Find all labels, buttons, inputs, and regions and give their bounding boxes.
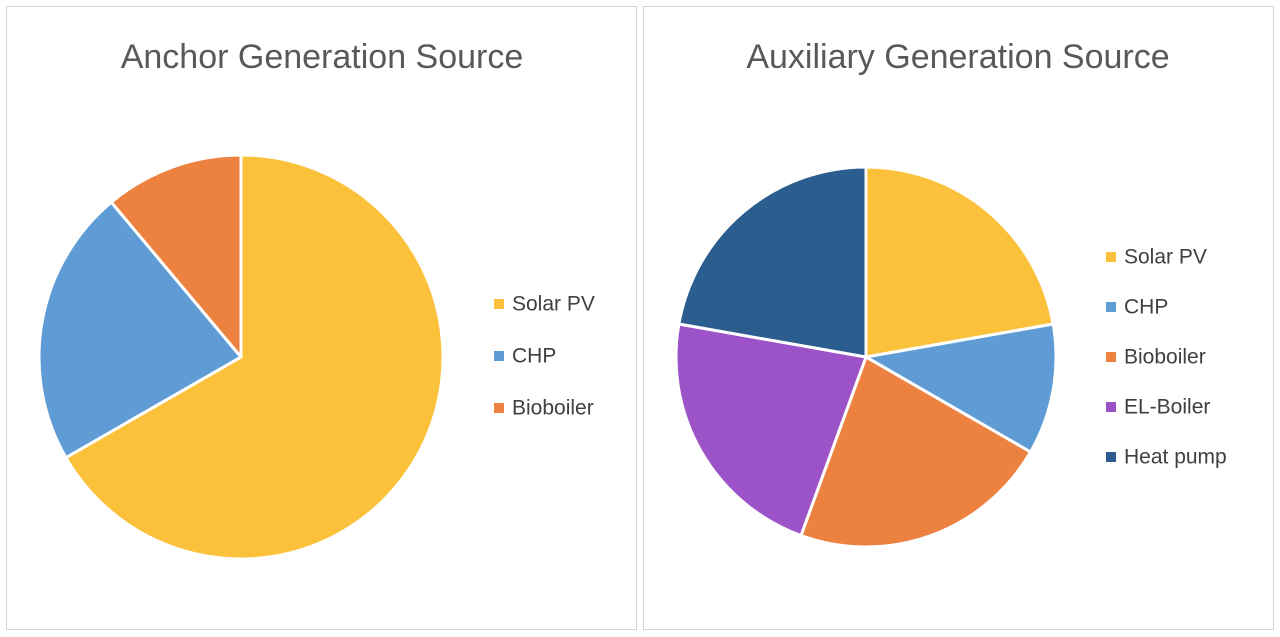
legend-swatch [494, 351, 504, 361]
legend-label: Solar PV [512, 293, 595, 316]
legend-swatch [494, 299, 504, 309]
legend-label: Bioboiler [512, 397, 594, 420]
pie-slice-bioboiler [799, 355, 1033, 549]
legend-item-solar-pv: Solar PV [494, 293, 595, 316]
chart-title: Auxiliary Generation Source [746, 38, 1169, 76]
pie-chart-auxiliary: Auxiliary Generation Source Solar PV CHP B… [674, 38, 1227, 549]
pie-slices [674, 165, 1058, 549]
legend-swatch [1106, 452, 1116, 462]
legend-label: Heat pump [1124, 446, 1227, 469]
legend-label: Bioboiler [1124, 346, 1206, 369]
legend-item-chp: CHP [1106, 296, 1168, 319]
legend-item-bioboiler: Bioboiler [494, 397, 594, 420]
legend: Solar PV CHP Bioboiler EL-Boiler Heat pump [1106, 246, 1227, 469]
legend-swatch [494, 403, 504, 413]
pie-slice-solar-pv [864, 165, 1055, 359]
pie-slice-chp [37, 200, 243, 460]
pie-slices [37, 153, 445, 561]
legend-swatch [1106, 402, 1116, 412]
legend-item-bioboiler: Bioboiler [1106, 346, 1206, 369]
legend-swatch [1106, 252, 1116, 262]
pie-slice-bioboiler [109, 153, 243, 359]
legend-label: CHP [1124, 296, 1168, 319]
legend-item-heat-pump: Heat pump [1106, 446, 1227, 469]
legend-item-el-boiler: EL-Boiler [1106, 396, 1210, 419]
pie-slice-el-boiler [674, 322, 868, 538]
pie-slice-chp [864, 322, 1058, 454]
chart-auxiliary-generation-source: Auxiliary Generation Source Solar PV CHP B… [643, 6, 1274, 630]
pie-chart-anchor: Anchor Generation Source Solar PV CHP Biob… [37, 38, 595, 561]
legend-swatch [1106, 352, 1116, 362]
pie-slice-heat-pump [677, 165, 868, 359]
legend: Solar PV CHP Bioboiler [494, 293, 595, 420]
legend-label: Solar PV [1124, 246, 1207, 269]
legend-item-chp: CHP [494, 345, 556, 368]
legend-swatch [1106, 302, 1116, 312]
legend-label: EL-Boiler [1124, 396, 1210, 419]
chart-title: Anchor Generation Source [121, 38, 524, 76]
legend-item-solar-pv: Solar PV [1106, 246, 1207, 269]
legend-label: CHP [512, 345, 556, 368]
chart-anchor-generation-source: Anchor Generation Source Solar PV CHP Biob… [6, 6, 637, 630]
pie-slice-solar-pv [64, 153, 445, 561]
